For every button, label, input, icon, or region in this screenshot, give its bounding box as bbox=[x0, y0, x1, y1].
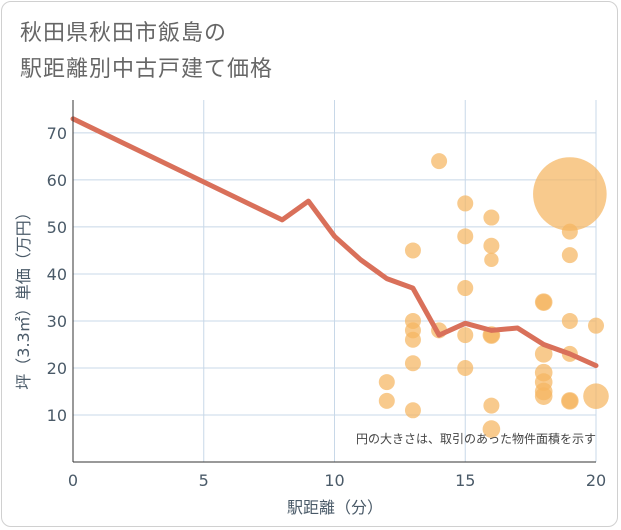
scatter-point bbox=[457, 327, 474, 344]
chart-title-line2: 駅距離別中古戸建て価格 bbox=[20, 57, 274, 82]
x-tick-label: 20 bbox=[586, 471, 606, 490]
axes bbox=[72, 100, 596, 463]
x-tick-label: 0 bbox=[68, 471, 78, 490]
tick-labels: 0 5 10 15 20 10 20 30 40 50 60 70 bbox=[47, 124, 607, 490]
scatter-point bbox=[404, 355, 421, 372]
scatter-point bbox=[534, 345, 553, 363]
x-tick-label: 10 bbox=[324, 471, 344, 490]
size-legend-note: 円の大きさは、取引のあった物件面積を示す bbox=[356, 431, 596, 446]
scatter-point bbox=[588, 317, 604, 334]
scatter-point bbox=[483, 209, 500, 226]
scatter-point bbox=[404, 331, 421, 348]
x-axis-label: 駅距離（分） bbox=[287, 498, 383, 517]
x-tick-label: 5 bbox=[199, 471, 209, 490]
x-tick-label: 15 bbox=[455, 471, 475, 490]
scatter-points bbox=[378, 153, 609, 438]
scatter-point bbox=[457, 359, 474, 376]
scatter-point bbox=[583, 383, 609, 409]
scatter-point bbox=[378, 374, 395, 391]
scatter-point bbox=[457, 195, 474, 212]
scatter-point bbox=[534, 387, 553, 405]
chart-title: 秋田県秋田市飯島の 駅距離別中古戸建て価格 bbox=[20, 16, 273, 88]
scatter-point bbox=[431, 153, 448, 170]
scatter-point bbox=[378, 392, 395, 409]
scatter-point bbox=[561, 392, 579, 410]
scatter-point bbox=[482, 420, 501, 438]
y-tick-label: 30 bbox=[47, 312, 67, 331]
scatter-point bbox=[561, 223, 578, 240]
scatter-point bbox=[533, 157, 607, 231]
average-price-line bbox=[70, 116, 599, 369]
y-tick-label: 60 bbox=[47, 171, 67, 190]
y-tick-label: 20 bbox=[47, 359, 67, 378]
scatter-point bbox=[483, 397, 500, 414]
scatter-point bbox=[561, 247, 578, 264]
average-line-layer bbox=[70, 116, 599, 369]
scatter-point bbox=[457, 280, 474, 297]
y-tick-label: 70 bbox=[47, 124, 67, 143]
scatter-point bbox=[484, 252, 499, 268]
scatter-point bbox=[535, 294, 552, 311]
y-tick-label: 10 bbox=[47, 406, 67, 425]
y-axis-label: 坪（3.3㎡）単価（万円） bbox=[14, 204, 33, 389]
scatter-point bbox=[483, 237, 500, 254]
scatter-point bbox=[457, 228, 474, 245]
scatter-point bbox=[404, 242, 421, 259]
scatter-point bbox=[561, 312, 578, 329]
y-tick-label: 40 bbox=[47, 265, 67, 284]
chart-title-line1: 秋田県秋田市飯島の bbox=[20, 21, 228, 46]
y-tick-label: 50 bbox=[47, 218, 67, 237]
scatter-point bbox=[404, 402, 421, 419]
